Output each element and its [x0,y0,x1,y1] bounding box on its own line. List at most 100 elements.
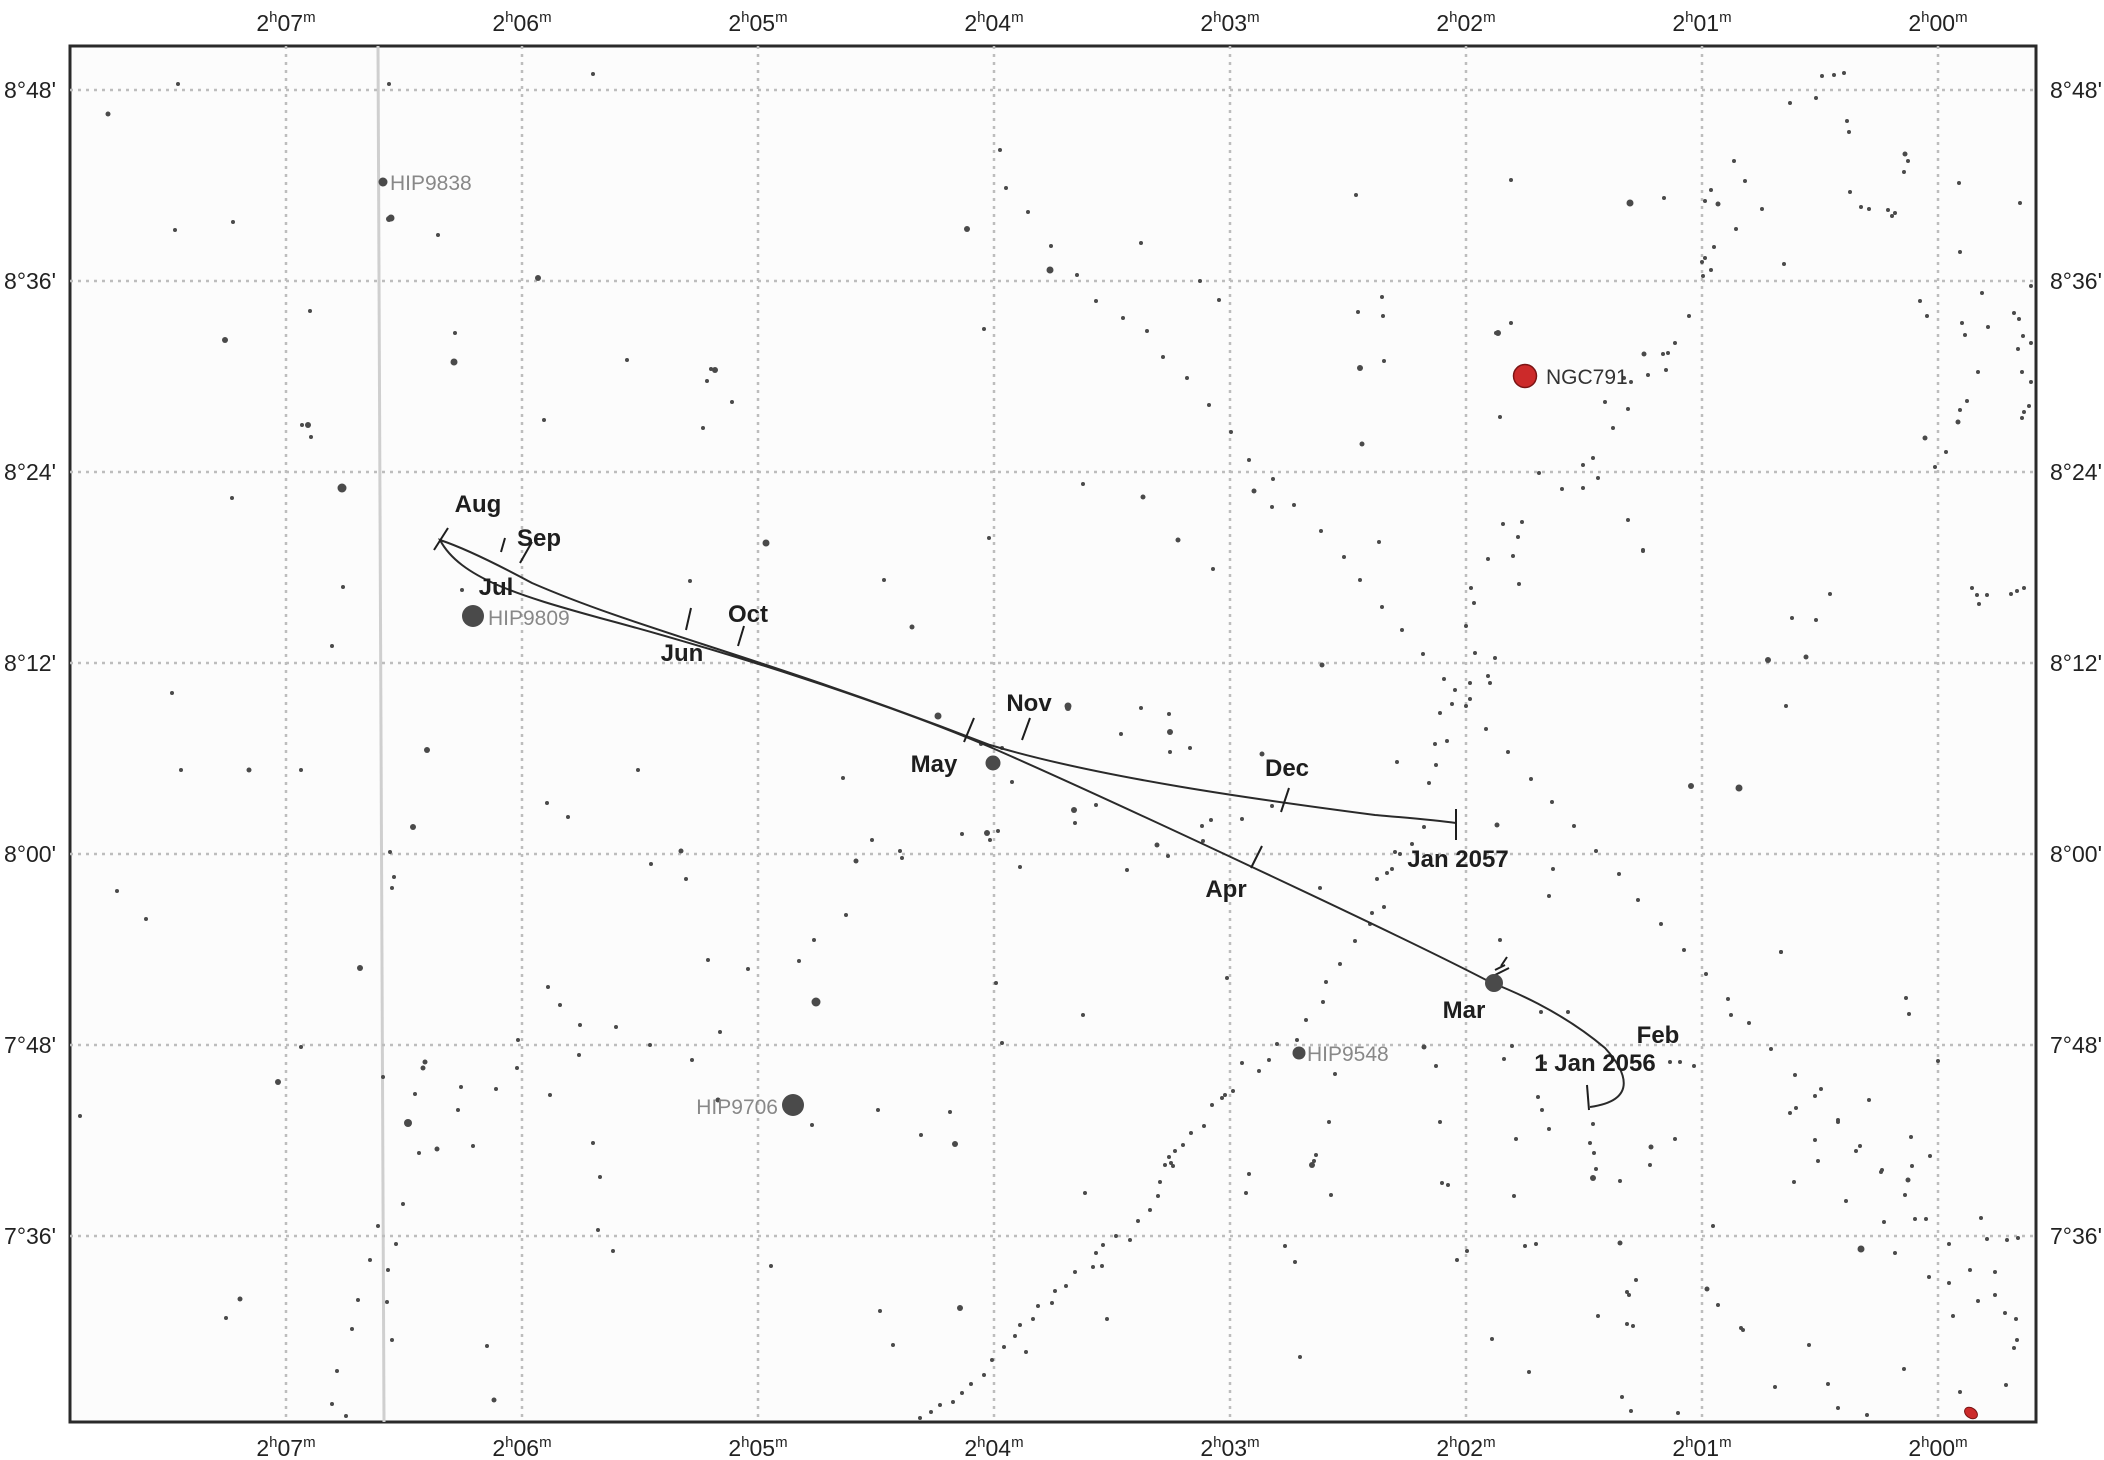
field-star [1594,849,1598,853]
field-star [1581,463,1585,467]
field-star [596,1228,600,1232]
field-star [1251,488,1257,494]
field-star [494,1087,498,1091]
field-star [614,1025,618,1029]
field-star [387,214,395,222]
field-star [542,418,546,422]
field-star [1958,250,1962,254]
field-star [1168,750,1172,754]
field-star [1813,1094,1817,1098]
field-star [1979,1216,1983,1220]
field-star [1270,804,1274,808]
field-star [1910,1164,1914,1168]
field-star [1493,656,1497,660]
field-star [982,327,986,331]
field-star [179,768,183,772]
field-star [938,1403,942,1407]
field-star [1951,1314,1955,1318]
field-star [1486,557,1490,561]
field-star [230,496,234,500]
field-star [144,917,148,921]
field-star [1520,520,1524,524]
field-star [1726,997,1730,1001]
ra-tick-label-bottom: 2h04m [964,1434,1023,1460]
field-star [1784,704,1788,708]
field-star [909,624,915,630]
field-star [1049,244,1053,248]
field-star [1119,732,1123,736]
labeled-object-name: NGC791 [1546,366,1628,389]
field-star [1171,1164,1175,1168]
field-star [1210,1103,1214,1107]
field-star [636,768,640,772]
path-date-label: 1 Jan 2056 [1534,1050,1655,1077]
month-tick-mark [737,625,745,647]
field-star [1333,1072,1337,1076]
field-star [2012,311,2016,315]
field-star [1591,1122,1595,1126]
field-star [2021,334,2025,338]
labeled-object-name: HIP9548 [1307,1043,1389,1066]
dec-tick-label-right: 8°48' [2050,77,2102,103]
field-star [1472,601,1476,605]
field-star [1903,1193,1907,1197]
field-star [1944,450,1948,454]
field-star [810,1123,814,1127]
dec-tick-label-right: 8°24' [2050,459,2102,485]
field-star [1924,1217,1928,1221]
field-star [548,1093,552,1097]
field-star [1854,1149,1858,1153]
field-star [1380,295,1384,299]
field-star [1075,273,1079,277]
field-star [231,220,235,224]
field-star [2016,347,2020,351]
field-star [1976,1299,1980,1303]
field-star [1370,911,1374,915]
field-star [1356,310,1360,314]
labeled-object-marker [1512,363,1538,389]
dec-tick-label-left: 8°48' [4,77,56,103]
field-star [1661,352,1665,356]
field-star [485,1344,489,1348]
month-tick-mark [1494,964,1506,971]
field-star [678,848,684,854]
field-star [957,1305,963,1311]
field-star [1410,842,1414,846]
field-star [1902,151,1908,157]
field-star [2027,404,2031,408]
field-star [299,1045,303,1049]
field-star [1618,1179,1622,1183]
field-star [994,981,998,985]
field-star [1046,266,1054,274]
field-star [625,358,629,362]
dec-tick-label-left: 8°36' [4,268,56,294]
field-star [578,1023,582,1027]
ra-tick-label-top: 2h04m [964,9,1023,36]
field-star [1867,207,1871,211]
field-star [1304,1018,1308,1022]
field-star [1611,426,1615,430]
field-star [1071,807,1077,813]
field-star [1139,706,1143,710]
field-star [1664,368,1668,372]
field-star [1960,321,1964,325]
field-star [1073,821,1077,825]
field-star [1295,1038,1299,1042]
field-star [960,832,964,836]
field-star [1390,867,1394,871]
field-star [1064,1284,1068,1288]
field-star [1105,1317,1109,1321]
field-star [1434,763,1438,767]
field-star [1501,522,1505,526]
field-star [1703,199,1707,203]
field-star [746,967,750,971]
field-star [841,776,845,780]
field-star [1980,291,1984,295]
field-star [420,1065,426,1071]
field-star [1450,702,1454,706]
dec-tick-label-right: 7°48' [2050,1032,2102,1058]
field-star [246,767,252,773]
field-star [1947,1281,1951,1285]
field-star [424,747,430,753]
field-star [1779,950,1783,954]
